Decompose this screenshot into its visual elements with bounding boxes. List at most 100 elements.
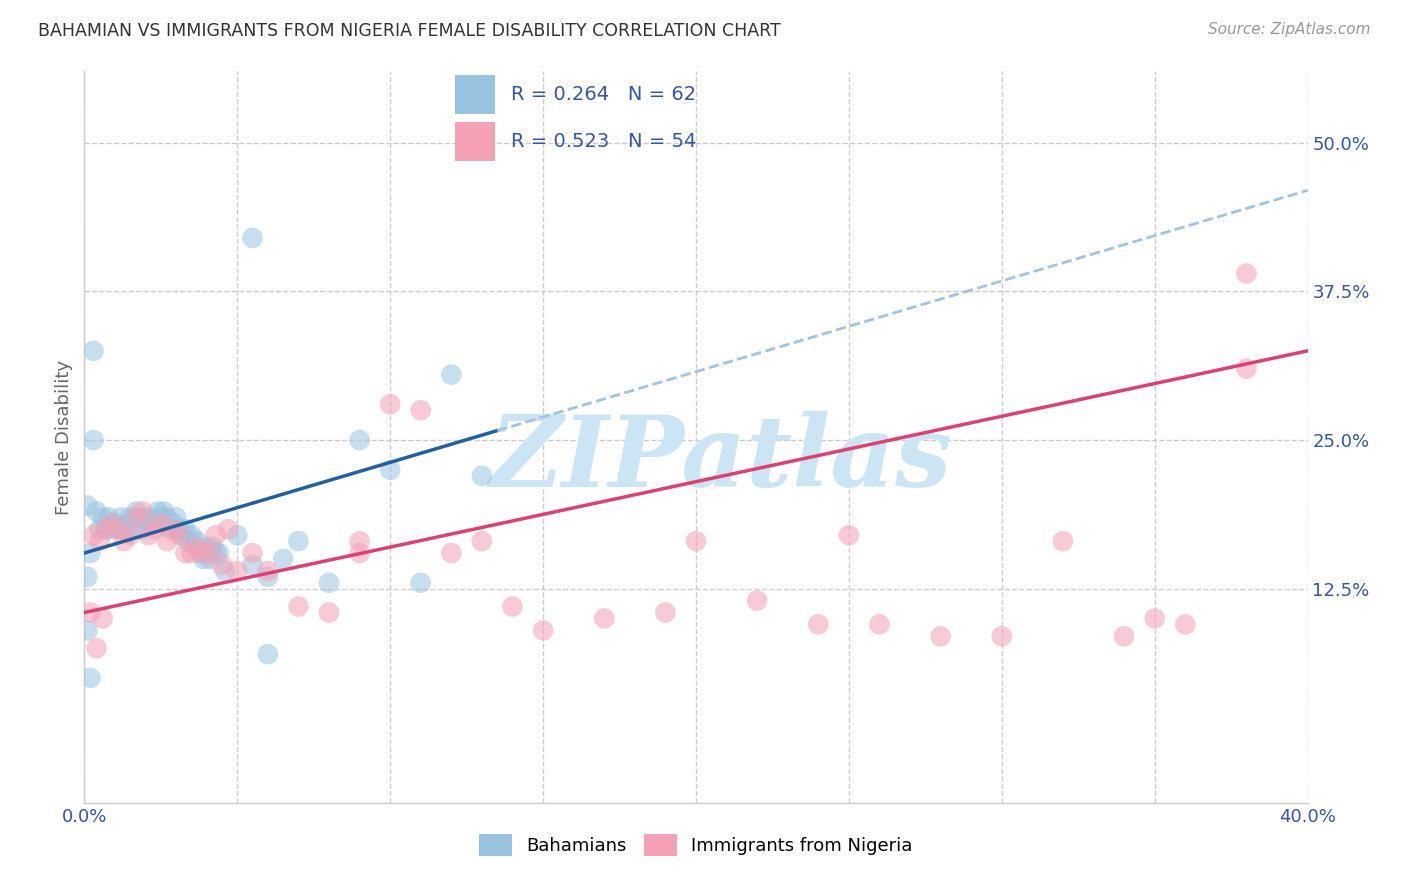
Text: Source: ZipAtlas.com: Source: ZipAtlas.com [1208,22,1371,37]
Point [198,546,221,560]
Point [143,516,166,531]
Point [869,617,891,632]
Point [174,522,197,536]
Point [1236,361,1258,376]
Point [122,522,145,536]
Point [172,528,194,542]
Point [1174,617,1197,632]
Point [205,528,228,542]
Point [149,510,172,524]
Point [138,516,160,531]
Point [167,522,190,536]
Point [101,522,124,536]
Point [83,433,105,447]
Point [183,540,205,554]
Point [409,575,432,590]
Point [201,540,224,554]
Point [107,522,129,536]
Point [135,510,157,524]
Point [190,546,212,560]
Point [156,510,179,524]
Point [217,522,239,536]
Point [89,522,111,536]
Point [195,540,218,554]
Point [193,552,215,566]
Point [349,534,371,549]
Point [747,593,769,607]
Point [242,231,264,245]
Point [1236,267,1258,281]
Point [380,463,402,477]
Text: R = 0.264   N = 62: R = 0.264 N = 62 [510,85,696,104]
Point [79,606,101,620]
Point [79,546,101,560]
Point [1114,629,1136,643]
Point [83,528,105,542]
Point [86,641,108,656]
Point [198,552,221,566]
Point [180,546,202,560]
Point [471,468,494,483]
Point [838,528,860,542]
Point [115,516,138,531]
Point [94,522,117,536]
Point [257,647,280,661]
Point [153,504,176,518]
Point [502,599,524,614]
Point [83,343,105,358]
FancyBboxPatch shape [456,122,495,161]
Point [654,606,676,620]
Point [76,624,98,638]
Point [349,546,371,560]
Point [162,516,184,531]
Point [380,397,402,411]
Point [101,516,124,531]
Point [131,504,153,518]
Point [120,510,142,524]
Point [162,522,184,536]
Point [76,570,98,584]
Point [287,599,309,614]
Point [471,534,494,549]
Point [174,546,197,560]
Point [89,534,111,549]
Point [349,433,371,447]
FancyBboxPatch shape [456,75,495,114]
Point [79,671,101,685]
Text: ZIPatlas: ZIPatlas [489,411,952,508]
Point [91,510,114,524]
Point [186,534,208,549]
Point [257,570,280,584]
Point [226,564,249,578]
Point [141,510,163,524]
Point [112,522,135,536]
Point [807,617,830,632]
Point [1143,611,1166,625]
Point [86,504,108,518]
Point [318,606,340,620]
Point [208,546,231,560]
Point [211,558,233,572]
Point [193,546,215,560]
Point [242,558,264,572]
Point [125,510,148,524]
Point [214,564,236,578]
Point [180,528,202,542]
Point [143,522,166,536]
Point [242,546,264,560]
Point [186,540,208,554]
Point [531,624,554,638]
Point [165,510,187,524]
Point [146,504,169,518]
Point [287,534,309,549]
Point [91,611,114,625]
Point [120,528,142,542]
Point [97,510,120,524]
Point [440,546,463,560]
Point [685,534,707,549]
Point [440,368,463,382]
Point [167,528,190,542]
Point [257,564,280,578]
Legend: Bahamians, Immigrants from Nigeria: Bahamians, Immigrants from Nigeria [472,827,920,863]
Point [112,534,135,549]
